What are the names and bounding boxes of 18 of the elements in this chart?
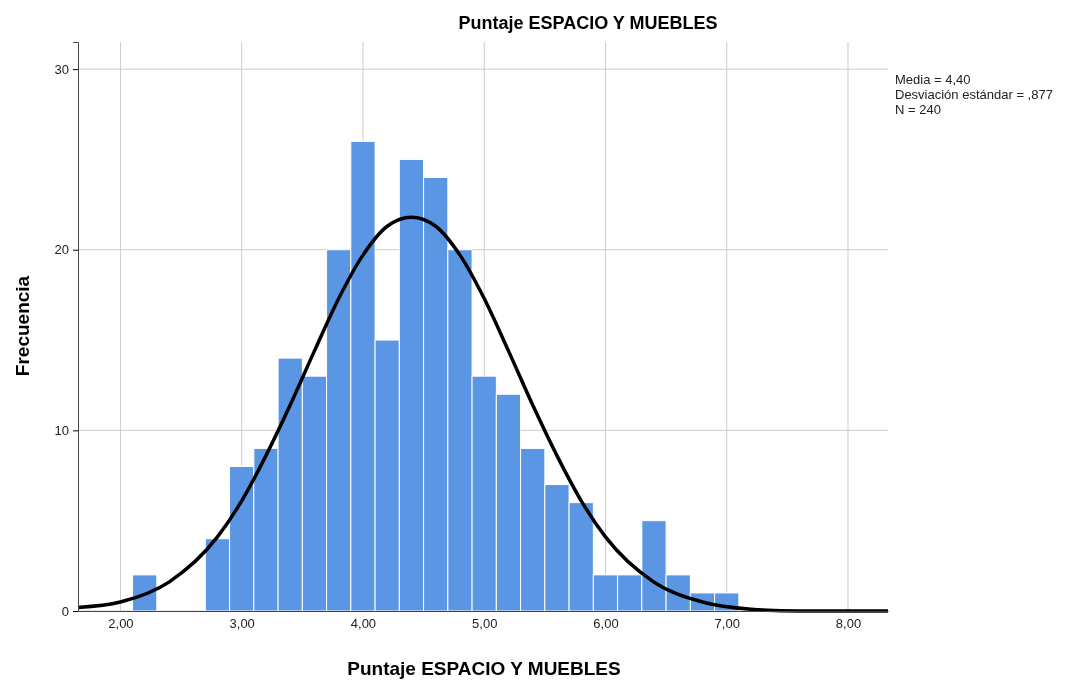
y-axis-title: Frecuencia	[12, 275, 33, 377]
y-tick-label: 30	[54, 61, 69, 77]
y-tick-label: 0	[61, 603, 69, 619]
x-tick-label: 6,00	[593, 616, 619, 632]
x-tick-label: 2,00	[108, 616, 134, 632]
line-series	[76, 215, 890, 613]
x-axis-title: Puntaje ESPACIO Y MUEBLES	[347, 658, 621, 679]
y-tick-label: 20	[54, 242, 69, 258]
x-tick-label: 7,00	[714, 616, 740, 632]
text: Media = 4,40	[895, 72, 971, 87]
y-tick-label: 10	[54, 423, 69, 439]
x-tick-label: 8,00	[835, 616, 862, 632]
x-tick-label: 4,00	[350, 616, 377, 632]
x-tick-label: 3,00	[229, 616, 255, 632]
text: Desviación estándar = ,877	[895, 87, 1053, 102]
text: N = 240	[895, 102, 941, 117]
chart-title: Puntaje ESPACIO Y MUEBLES	[458, 13, 718, 33]
x-tick-label: 5,00	[472, 616, 498, 632]
